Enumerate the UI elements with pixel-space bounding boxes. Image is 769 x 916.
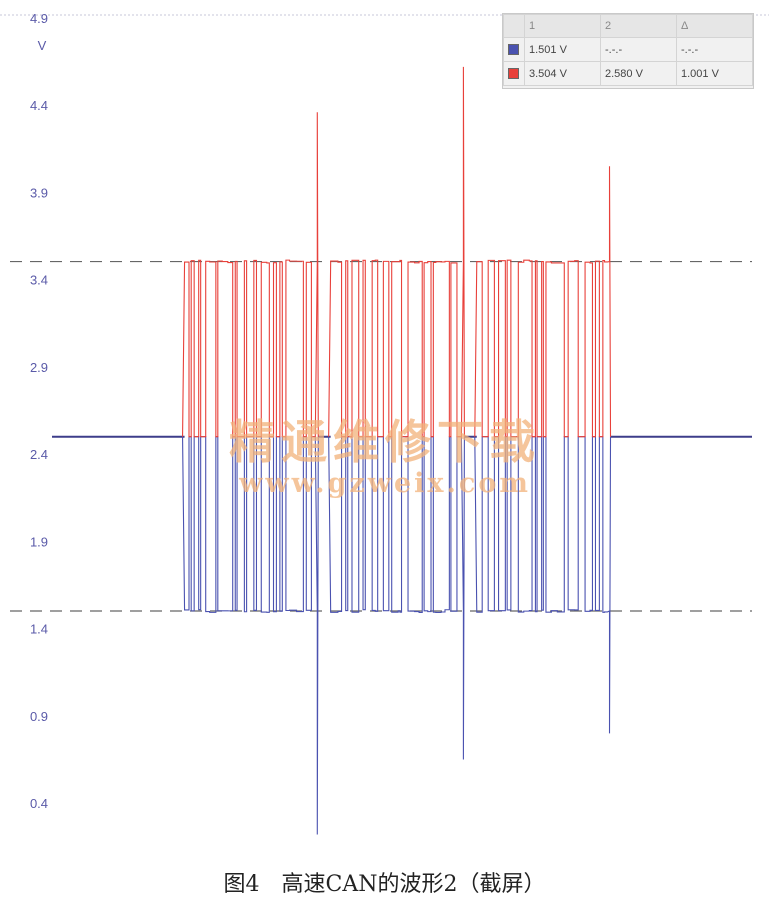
legend-swatch-cell bbox=[503, 61, 525, 86]
legend-col-header-delta: Δ bbox=[676, 14, 753, 38]
waveform-traces bbox=[52, 66, 752, 835]
y-tick-label: 4.4 bbox=[30, 98, 48, 113]
legend-value: 2.580 V bbox=[600, 61, 677, 86]
y-tick-label: 1.4 bbox=[30, 622, 48, 637]
can-high-frame bbox=[182, 112, 319, 438]
can-low-frame bbox=[182, 436, 319, 835]
y-tick-label: 3.4 bbox=[30, 273, 48, 288]
legend-value: -.-.- bbox=[676, 37, 753, 62]
legend-value: 3.504 V bbox=[524, 61, 601, 86]
y-tick-label: 4.9 bbox=[30, 11, 48, 26]
y-tick-label: 1.9 bbox=[30, 534, 48, 549]
legend-swatch-cell bbox=[503, 37, 525, 62]
y-tick-label: 3.9 bbox=[30, 185, 48, 200]
cursor-lines bbox=[10, 260, 752, 612]
can-high-frame bbox=[474, 166, 612, 438]
y-tick-label: 0.9 bbox=[30, 709, 48, 724]
legend-value: 1.001 V bbox=[676, 61, 753, 86]
legend-col-header-2: 2 bbox=[600, 14, 677, 38]
y-tick-label: 2.4 bbox=[30, 447, 48, 462]
cursor-measurement-table: 1 2 Δ 1.501 V -.-.- -.-.- 3.504 V 2.580 … bbox=[502, 13, 754, 89]
legend-swatch-header bbox=[503, 14, 525, 38]
legend-header-row: 1 2 Δ bbox=[503, 14, 753, 38]
color-swatch-icon bbox=[508, 68, 519, 80]
y-tick-label: 2.9 bbox=[30, 360, 48, 375]
y-tick-label: 0.4 bbox=[30, 796, 48, 811]
oscilloscope-plot: V 4.9 4.4 3.9 3.4 2.9 2.4 1.9 1.4 0.9 0.4 bbox=[0, 11, 769, 835]
can-low-frame bbox=[328, 436, 465, 760]
figure-caption: 图4 高速CAN的波形2（截屏） bbox=[223, 872, 546, 897]
can-low-frame bbox=[474, 436, 612, 734]
y-axis-unit-label: V bbox=[38, 38, 47, 53]
legend-col-header-1: 1 bbox=[524, 14, 601, 38]
legend-value: -.-.- bbox=[600, 37, 677, 62]
legend-row-channel-a[interactable]: 1.501 V -.-.- -.-.- bbox=[503, 37, 753, 62]
legend-value: 1.501 V bbox=[524, 37, 601, 62]
color-swatch-icon bbox=[508, 44, 519, 56]
legend-row-channel-b[interactable]: 3.504 V 2.580 V 1.001 V bbox=[503, 61, 753, 86]
y-axis-ticks: 4.9 4.4 3.9 3.4 2.9 2.4 1.9 1.4 0.9 0.4 bbox=[30, 11, 48, 811]
can-high-frame bbox=[328, 66, 465, 438]
